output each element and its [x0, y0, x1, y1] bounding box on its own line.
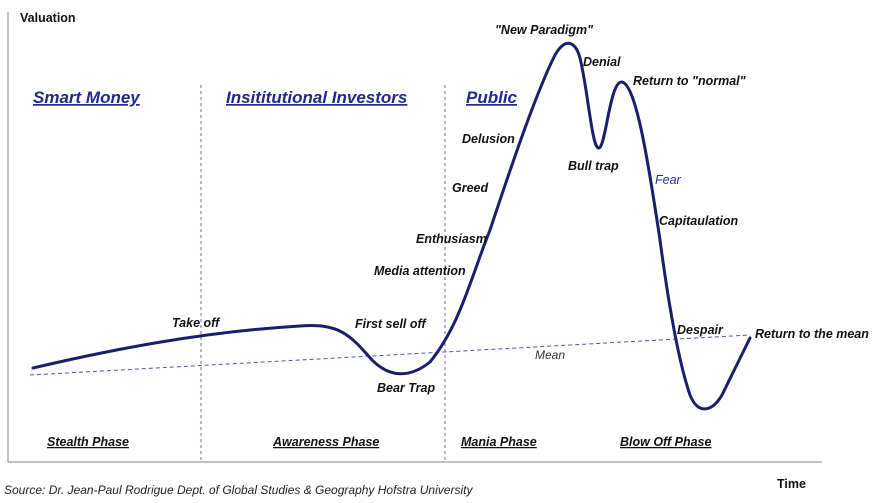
label-delusion: Delusion — [462, 132, 515, 146]
group-smart-money: Smart Money — [33, 88, 141, 107]
label-media-attention: Media attention — [374, 264, 466, 278]
label-take-off: Take off — [172, 316, 221, 330]
label-capitaulation: Capitaulation — [659, 214, 739, 228]
label-return-to-the-mean: Return to the mean — [755, 327, 869, 341]
group-institutional-investors: Insititutional Investors — [226, 88, 407, 107]
label-denial: Denial — [583, 55, 621, 69]
phase-mania: Mania Phase — [461, 435, 537, 449]
label-fear: Fear — [655, 173, 682, 187]
x-axis-label: Time — [777, 477, 806, 491]
phase-awareness: Awareness Phase — [272, 435, 379, 449]
label-return-to-normal: Return to "normal" — [633, 74, 747, 88]
label-new-paradigm: "New Paradigm" — [495, 23, 594, 37]
phase-stealth: Stealth Phase — [47, 435, 129, 449]
label-greed: Greed — [452, 181, 488, 195]
phase-blow-off: Blow Off Phase — [620, 435, 712, 449]
source-credit: Source: Dr. Jean-Paul Rodrigue Dept. of … — [4, 483, 473, 497]
label-first-sell-off: First sell off — [355, 317, 427, 331]
label-bear-trap: Bear Trap — [377, 381, 435, 395]
group-public: Public — [466, 88, 518, 107]
mean-line — [29, 334, 751, 376]
label-bull-trap: Bull trap — [568, 159, 619, 173]
y-axis-label: Valuation — [20, 11, 76, 25]
label-despair: Despair — [677, 323, 724, 337]
label-enthusiasm: Enthusiasm — [416, 232, 487, 246]
valuation-curve — [31, 41, 752, 411]
mean-label: Mean — [535, 348, 565, 362]
